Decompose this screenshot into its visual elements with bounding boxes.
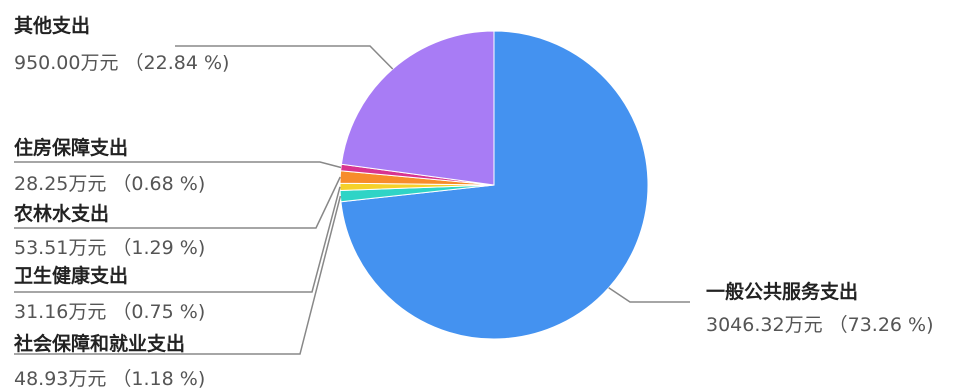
slice-6-name-label: 其他支出	[14, 14, 90, 37]
slice-1-leader-line	[608, 287, 690, 303]
slice-5-name-label: 住房保障支出	[14, 136, 128, 159]
slice-1-value-label: 3046.32万元 （73.26 %)	[706, 314, 934, 336]
slice-3-name-label: 卫生健康支出	[14, 264, 128, 287]
slice-labels: 一般公共服务支出 3046.32万元 （73.26 %) 社会保障和就业支出 48.9…	[13, 14, 934, 390]
slice-6-value-label: 950.00万元 （22.84 %)	[14, 52, 229, 74]
slice-2-leader-line	[14, 195, 342, 355]
slice-3-leader-line	[14, 186, 341, 293]
slice-4-value-label: 53.51万元 （1.29 %)	[14, 237, 205, 259]
slice-6-leader-line	[175, 45, 394, 70]
slice-2-value-label: 48.93万元 （1.18 %)	[14, 368, 205, 390]
slice-4-leader-line	[14, 176, 341, 229]
slice-4-name-label: 农林水支出	[13, 202, 109, 225]
leader-lines	[14, 45, 690, 355]
slice-5-value-label: 28.25万元 （0.68 %)	[14, 173, 205, 195]
slice-2-name-label: 社会保障和就业支出	[13, 332, 185, 355]
pie-slices	[339, 30, 649, 340]
slice-6-wedge[interactable]	[340, 30, 495, 186]
slice-1-name-label: 一般公共服务支出	[706, 280, 858, 303]
slice-5-leader-line	[14, 161, 342, 169]
slice-3-value-label: 31.16万元 （0.75 %)	[14, 301, 205, 323]
